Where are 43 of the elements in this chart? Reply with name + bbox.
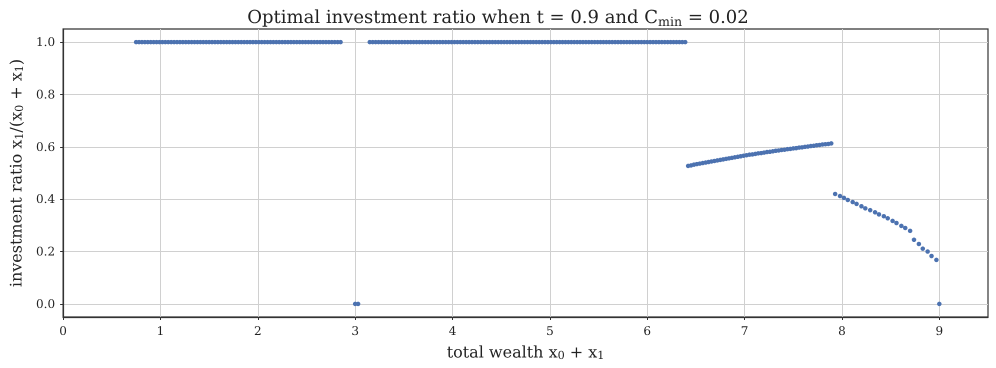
x-tick-label: 1 (156, 324, 164, 338)
point (868, 208, 872, 212)
y-tick-label: 0.2 (36, 244, 56, 259)
point (894, 220, 899, 226)
point (829, 141, 834, 146)
point (937, 302, 942, 306)
point (854, 202, 859, 206)
point (882, 214, 886, 218)
y-tick-label: 0.8 (36, 87, 56, 102)
x-tick-label: 4 (448, 324, 457, 338)
point (934, 258, 939, 262)
point (859, 204, 864, 208)
x-tick-label: 2 (254, 324, 262, 338)
x-tick-label: 0 (59, 324, 67, 338)
y-axis-title: investment ratio x1/(x0 + x1) (6, 58, 26, 288)
x-tick-label: 5 (546, 324, 554, 338)
point (850, 200, 855, 204)
point (846, 198, 850, 202)
y-tick-label: 0.0 (36, 296, 56, 311)
point (925, 249, 930, 254)
point (920, 246, 926, 251)
point (916, 242, 922, 246)
point (908, 228, 912, 234)
y-tick-label: 1.0 (36, 35, 56, 50)
y-tick-label: 0.6 (36, 140, 56, 154)
point (838, 194, 842, 198)
point (872, 210, 878, 215)
point (912, 238, 916, 242)
point (876, 212, 882, 217)
x-tick-label: 8 (838, 324, 846, 338)
y-tick-label: 0.4 (36, 192, 56, 206)
point (929, 254, 934, 258)
point (863, 206, 868, 211)
x-tick-label: 9 (936, 324, 944, 338)
point (890, 218, 895, 224)
point (899, 224, 904, 228)
point (885, 216, 890, 221)
point (903, 226, 908, 230)
point (842, 196, 846, 200)
x-tick-label: 3 (351, 324, 359, 338)
x-tick-label: 7 (740, 324, 748, 338)
x-tick-label: 6 (643, 324, 652, 338)
point (832, 192, 838, 196)
